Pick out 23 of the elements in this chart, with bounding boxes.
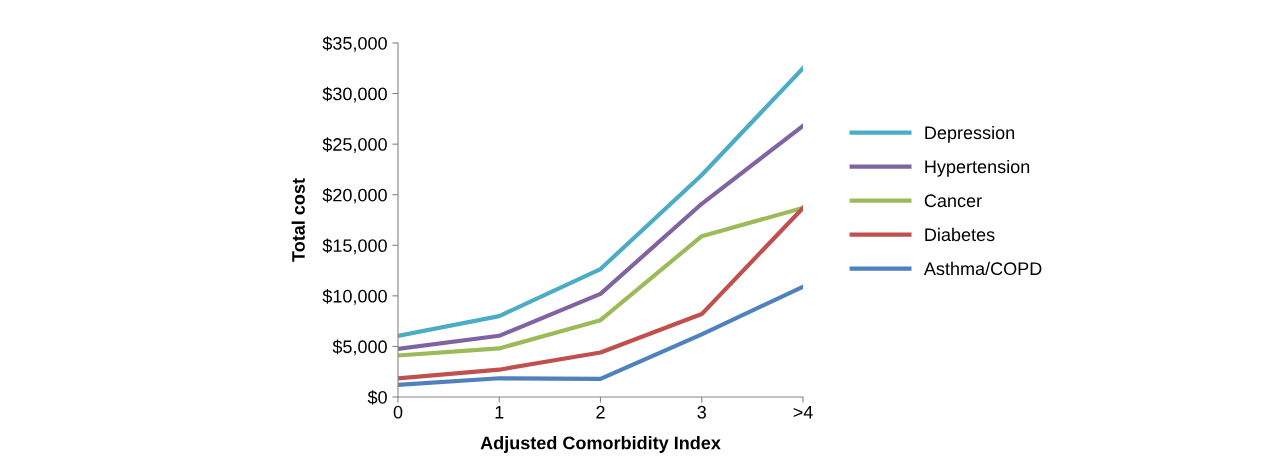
y-tick-label: $10,000	[322, 289, 387, 305]
line-series	[398, 123, 803, 352]
line-series	[398, 66, 803, 338]
x-tick-label: >4	[793, 406, 813, 419]
y-tick-label: $0	[367, 390, 387, 405]
y-tick-label: $35,000	[322, 36, 387, 52]
y-axis-title: Total cost	[291, 178, 305, 262]
x-tick-label: 2	[596, 405, 605, 419]
legend-label: Diabetes	[925, 227, 995, 242]
y-tick-label: $30,000	[322, 86, 387, 103]
legend-label: Hypertension	[925, 159, 1030, 177]
x-tick-label: 3	[697, 405, 706, 419]
legend-label: Asthma/COPD	[923, 261, 1042, 276]
x-tick-label: 1	[495, 406, 504, 419]
y-tick-label: $25,000	[322, 137, 387, 153]
x-axis-title: Adjusted Comorbidity Index	[480, 436, 721, 453]
y-tick-label: $15,000	[322, 238, 387, 255]
x-tick-label: 0	[393, 405, 403, 419]
legend-label: Depression	[925, 125, 1015, 143]
legend-label: Cancer	[924, 194, 982, 208]
line-series	[398, 284, 803, 387]
y-tick-label: $5,000	[332, 339, 387, 356]
y-tick-label: $20,000	[322, 187, 387, 204]
